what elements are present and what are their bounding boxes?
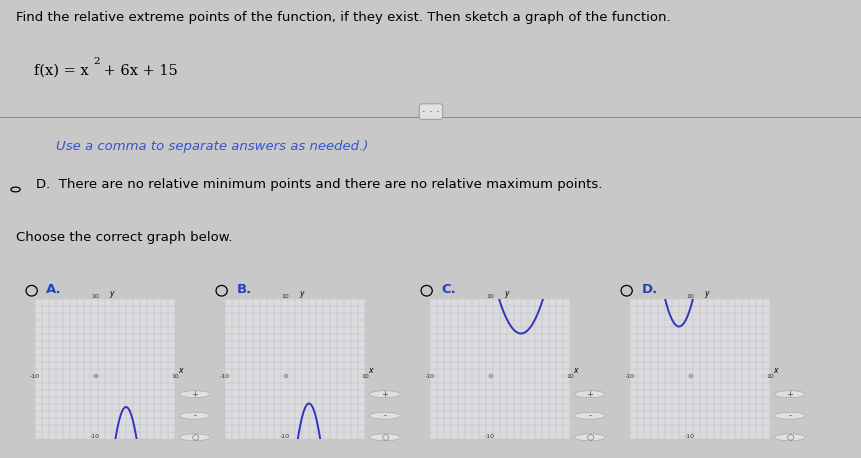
Text: -10: -10 [424, 374, 435, 379]
Text: A.: A. [46, 283, 62, 296]
Text: -10: -10 [279, 435, 289, 440]
Text: D.: D. [641, 283, 657, 296]
Text: y: y [504, 289, 508, 298]
Circle shape [773, 391, 804, 398]
Text: 10: 10 [361, 374, 369, 379]
Text: ⬡: ⬡ [191, 433, 198, 442]
Text: ⬡: ⬡ [785, 433, 793, 442]
Text: -10: -10 [90, 435, 99, 440]
Text: Find the relative extreme points of the function, if they exist. Then sketch a g: Find the relative extreme points of the … [15, 11, 669, 24]
Text: +: + [191, 390, 198, 398]
Text: ⬡: ⬡ [381, 433, 388, 442]
Text: x: x [573, 366, 578, 376]
Text: 10: 10 [282, 294, 289, 299]
Text: y: y [109, 289, 114, 298]
Text: -10: -10 [684, 435, 694, 440]
Circle shape [573, 434, 604, 441]
Text: 10: 10 [765, 374, 773, 379]
Circle shape [773, 412, 804, 419]
Text: 0: 0 [93, 374, 97, 379]
Text: +: + [381, 390, 387, 398]
Text: D.  There are no relative minimum points and there are no relative maximum point: D. There are no relative minimum points … [36, 178, 602, 191]
Text: 10: 10 [486, 294, 494, 299]
Text: 0: 0 [488, 374, 492, 379]
Text: 10: 10 [566, 374, 573, 379]
Text: -: - [193, 411, 196, 420]
Circle shape [179, 391, 210, 398]
Text: ⬡: ⬡ [585, 433, 593, 442]
Text: Use a comma to separate answers as needed.): Use a comma to separate answers as neede… [56, 141, 368, 153]
Text: + 6x + 15: + 6x + 15 [99, 64, 177, 77]
Circle shape [179, 434, 210, 441]
Text: B.: B. [236, 283, 251, 296]
Circle shape [573, 412, 604, 419]
Text: y: y [703, 289, 708, 298]
Text: x: x [178, 366, 183, 376]
Text: -: - [588, 411, 591, 420]
Text: -10: -10 [484, 435, 494, 440]
Text: x: x [368, 366, 373, 376]
Circle shape [369, 434, 400, 441]
Circle shape [179, 412, 210, 419]
Circle shape [369, 391, 400, 398]
Text: 2: 2 [93, 57, 100, 66]
Text: -: - [788, 411, 790, 420]
Text: -10: -10 [30, 374, 40, 379]
Text: f(x) = x: f(x) = x [34, 64, 89, 77]
Text: x: x [772, 366, 777, 376]
Text: y: y [299, 289, 303, 298]
Text: 0: 0 [688, 374, 691, 379]
Text: +: + [785, 390, 792, 398]
Text: -10: -10 [220, 374, 230, 379]
Text: 10: 10 [91, 294, 99, 299]
Text: · · ·: · · · [422, 107, 439, 117]
Text: 0: 0 [283, 374, 287, 379]
Text: C.: C. [441, 283, 455, 296]
Circle shape [573, 391, 604, 398]
Circle shape [773, 434, 804, 441]
Text: -10: -10 [624, 374, 635, 379]
Circle shape [369, 412, 400, 419]
Text: Choose the correct graph below.: Choose the correct graph below. [15, 230, 232, 244]
Text: 10: 10 [171, 374, 179, 379]
Text: +: + [585, 390, 592, 398]
Text: 10: 10 [686, 294, 694, 299]
Text: -: - [383, 411, 386, 420]
